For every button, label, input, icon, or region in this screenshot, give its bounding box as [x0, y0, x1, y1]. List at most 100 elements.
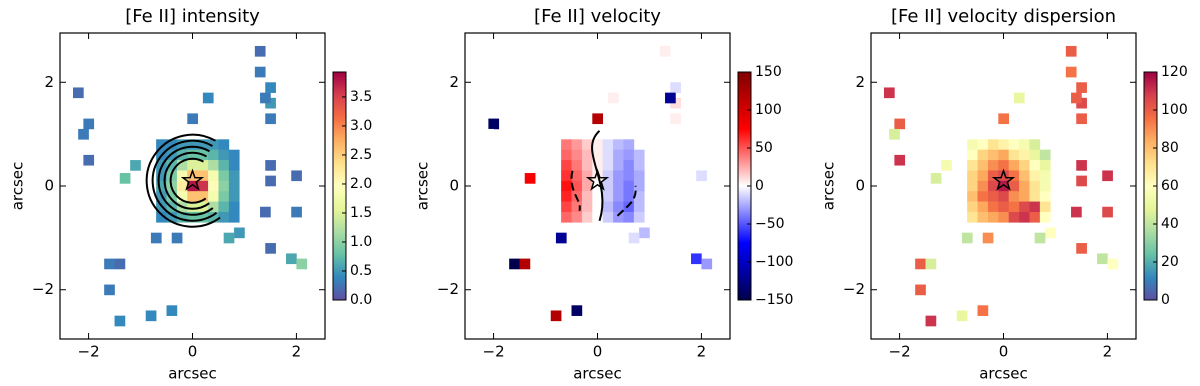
pixel: [488, 118, 500, 130]
pixel: [265, 243, 276, 254]
contour: [169, 157, 207, 204]
pixel: [571, 149, 583, 161]
pixel: [665, 206, 676, 218]
pixel: [592, 139, 603, 150]
colorbar-tick-label: 100: [1161, 102, 1188, 118]
contour: [591, 130, 604, 222]
pixel: [987, 170, 999, 182]
pixel: [218, 149, 230, 161]
colorbar-tick-label: 0.5: [350, 263, 372, 279]
pixel: [977, 180, 989, 192]
pixel: [602, 149, 614, 161]
pixel: [561, 170, 572, 182]
pixel: [977, 139, 989, 150]
pixel: [633, 180, 645, 192]
y-tick-label: 2: [44, 73, 54, 91]
pixel: [260, 92, 271, 104]
pixel: [998, 160, 1009, 171]
pixel: [998, 149, 1009, 161]
pixel: [1039, 191, 1051, 202]
pixel: [1065, 45, 1077, 57]
pixel: [1019, 201, 1030, 213]
colorbar-tick-label: 150: [755, 64, 782, 80]
pixel: [208, 149, 219, 161]
pixel: [571, 180, 583, 192]
pixel: [187, 170, 198, 182]
pixel: [1102, 206, 1113, 218]
pixel: [83, 154, 95, 166]
pixel: [961, 232, 973, 244]
pixel: [998, 170, 1009, 182]
pixel: [561, 201, 572, 213]
pixel: [894, 154, 906, 166]
plot-area: [72, 45, 308, 327]
y-axis-label: arcsec: [820, 162, 838, 211]
contour: [151, 139, 218, 222]
panel: −2 0 2 −2 0 2 [Fe II] velocity arcsec arcsec −150…: [414, 6, 794, 383]
contour: [570, 170, 581, 212]
pixel: [623, 160, 635, 171]
pixel: [1019, 139, 1030, 150]
pixel: [208, 170, 219, 182]
pixel: [987, 180, 999, 192]
pixel: [670, 160, 681, 171]
pixel: [197, 160, 209, 171]
pixel: [1039, 160, 1051, 171]
pixel: [176, 160, 188, 171]
x-tick-label: −2: [483, 343, 505, 361]
pixel: [260, 206, 271, 218]
pixel: [581, 201, 593, 213]
colorbar-tick-label: 80: [1161, 140, 1179, 156]
pixel: [187, 201, 198, 213]
pixel: [956, 310, 968, 322]
pixel: [581, 191, 593, 202]
pixel: [998, 139, 1009, 150]
pixel: [987, 201, 999, 213]
pixel: [576, 232, 588, 244]
pixel: [925, 258, 937, 270]
pixel: [561, 211, 572, 223]
pixel: [1019, 149, 1030, 161]
pixel: [633, 149, 645, 161]
pixel: [218, 160, 230, 171]
pixel: [633, 211, 645, 223]
pixel: [623, 201, 635, 213]
pixel: [602, 160, 614, 171]
pixel: [296, 258, 308, 270]
colorbar: [332, 71, 347, 301]
pixel: [1039, 149, 1051, 161]
pixel: [156, 211, 167, 223]
pixel: [701, 258, 713, 270]
pixel: [166, 149, 178, 161]
pixel: [1019, 180, 1030, 192]
pixel: [550, 310, 562, 322]
pixel: [967, 139, 978, 150]
pixel: [218, 180, 230, 192]
pixel: [670, 175, 681, 187]
pixel: [197, 180, 209, 192]
pixel: [613, 201, 624, 213]
pixel: [202, 92, 214, 104]
colorbar-tick-label: 2.0: [350, 176, 372, 192]
pixel: [613, 139, 624, 150]
panel: −2 0 2 −2 0 2 [Fe II] velocity dispersion arcse…: [820, 6, 1188, 383]
pixel: [519, 258, 531, 270]
pixel: [998, 211, 1009, 223]
pixel: [187, 149, 198, 161]
pixel: [218, 201, 230, 213]
x-tick-label: −2: [78, 343, 100, 361]
contour: [145, 133, 221, 228]
pixel: [571, 305, 583, 316]
colorbar-tick-label: 0: [755, 178, 764, 194]
pixel: [670, 243, 681, 254]
pixel: [602, 211, 614, 223]
colorbar-tick-label: 0.0: [350, 292, 372, 308]
pixel: [1039, 170, 1051, 182]
plot-area: [883, 45, 1119, 327]
pixel: [509, 284, 520, 296]
pixel: [208, 160, 219, 171]
pixel: [581, 211, 593, 223]
y-axis-label: arcsec: [414, 162, 432, 211]
pixel: [1076, 160, 1087, 171]
pixel: [166, 211, 178, 223]
